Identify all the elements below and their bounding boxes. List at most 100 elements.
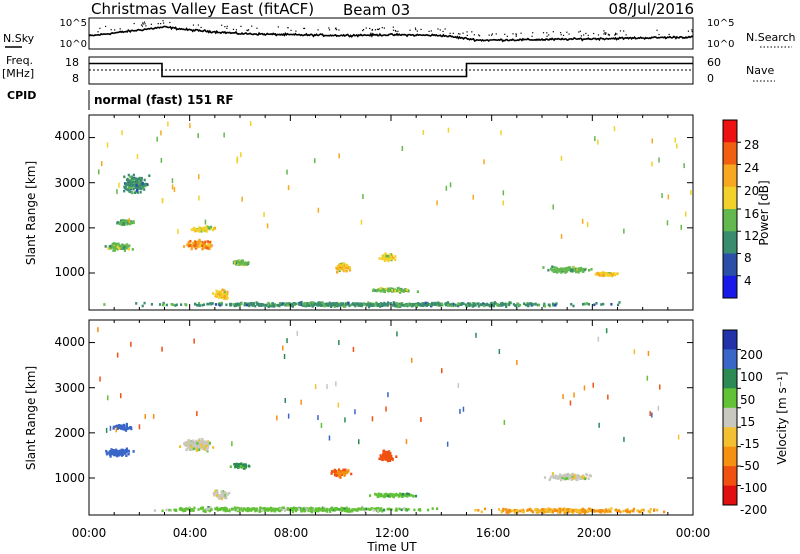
velocity-echo — [282, 506, 285, 510]
power-echo — [216, 292, 219, 296]
velocity-echo — [580, 475, 584, 479]
power-echo — [599, 272, 603, 275]
velocity-echo — [129, 426, 132, 429]
power-echo — [226, 296, 229, 300]
power-echo — [561, 267, 564, 271]
velocity-echo — [114, 449, 117, 453]
velocity-echo — [218, 507, 221, 511]
power-echo — [560, 233, 563, 239]
velocity-echo — [216, 506, 219, 510]
power-echo — [258, 303, 261, 307]
noise-search-point — [515, 33, 517, 35]
velocity-echo — [573, 392, 575, 398]
power-echo — [564, 271, 567, 274]
velocity-echo — [261, 507, 265, 510]
velocity-echo — [337, 402, 340, 408]
power-echo — [199, 243, 202, 246]
velocity-echo — [246, 507, 249, 510]
power-echo — [356, 303, 359, 307]
power-echo — [225, 303, 228, 307]
velocity-echo — [336, 507, 339, 511]
noise-search-point — [162, 22, 165, 24]
velocity-echo — [420, 417, 422, 422]
power-echo — [279, 303, 282, 306]
noise-search-point — [656, 29, 658, 31]
power-echo — [212, 292, 215, 295]
power-echo — [291, 303, 294, 306]
velocity-echo — [582, 475, 585, 479]
power-echo — [599, 274, 602, 277]
velocity-echo — [117, 453, 121, 457]
power-echo — [595, 302, 598, 305]
velocity-echo — [657, 405, 660, 411]
power-echo — [345, 302, 348, 306]
velocity-echo — [238, 464, 241, 468]
power-echo — [667, 194, 670, 200]
velocity-echo — [220, 490, 223, 493]
velocity-echo — [317, 415, 319, 421]
power-echo — [242, 262, 245, 266]
velocity-echo — [389, 494, 392, 497]
velocity-echo — [387, 494, 390, 498]
power-echo — [132, 187, 135, 191]
power-echo — [123, 182, 127, 185]
velocity-echo — [241, 509, 244, 513]
power-echo — [201, 240, 204, 244]
power-echo — [586, 222, 589, 227]
velocity-echo — [307, 509, 310, 512]
power-echo — [345, 269, 348, 273]
power-echo — [379, 304, 382, 308]
noise-search-point — [197, 24, 199, 26]
frequency-trace-layer — [5, 46, 792, 82]
velocity-echo — [280, 508, 284, 512]
velocity-echo — [223, 494, 226, 497]
power-echo — [113, 242, 116, 246]
velocity-echo — [261, 509, 264, 512]
velocity-echo — [224, 509, 227, 513]
velocity-echo — [624, 509, 627, 512]
power-echo — [586, 302, 589, 305]
power-echo — [555, 266, 558, 270]
velocity-echo — [326, 384, 328, 390]
power-echo — [343, 269, 346, 272]
velocity-cbar-title: Velocity [m s⁻¹] — [775, 371, 789, 464]
power-echo — [143, 183, 146, 186]
power-echo — [685, 211, 687, 217]
velocity-echo — [287, 413, 290, 419]
velocity-echo — [206, 448, 209, 452]
velocity-echo — [395, 455, 398, 458]
power-echo — [383, 259, 386, 262]
velocity-echo — [549, 508, 552, 511]
velocity-echo — [107, 395, 109, 401]
power-echo — [226, 290, 229, 294]
power-y-tick: 1000 — [54, 265, 85, 279]
power-echo — [554, 304, 557, 307]
velocity-echo — [575, 508, 578, 511]
power-scatter-layer — [98, 121, 692, 309]
power-echo — [381, 288, 384, 292]
velocity-echo — [269, 506, 272, 510]
velocity-echo — [568, 474, 571, 478]
velocity-echo — [503, 419, 506, 425]
noise-search-point — [277, 26, 279, 28]
power-echo — [509, 301, 513, 305]
power-echo — [424, 303, 427, 307]
velocity-cbar-swatch — [723, 349, 737, 370]
power-echo — [387, 289, 390, 293]
velocity-echo — [507, 511, 510, 514]
power-cbar-tick: 20 — [744, 184, 759, 198]
power-echo — [610, 272, 613, 275]
power-echo — [490, 301, 493, 305]
velocity-echo — [548, 509, 551, 513]
velocity-echo — [384, 450, 387, 454]
velocity-echo — [385, 406, 387, 412]
velocity-echo — [120, 393, 122, 399]
velocity-echo — [677, 434, 680, 440]
power-echo — [207, 302, 210, 306]
power-echo — [204, 227, 207, 231]
power-echo — [143, 178, 146, 182]
power-echo — [241, 196, 243, 202]
power-echo — [336, 304, 339, 308]
velocity-echo — [395, 507, 398, 511]
velocity-echo — [427, 508, 430, 512]
